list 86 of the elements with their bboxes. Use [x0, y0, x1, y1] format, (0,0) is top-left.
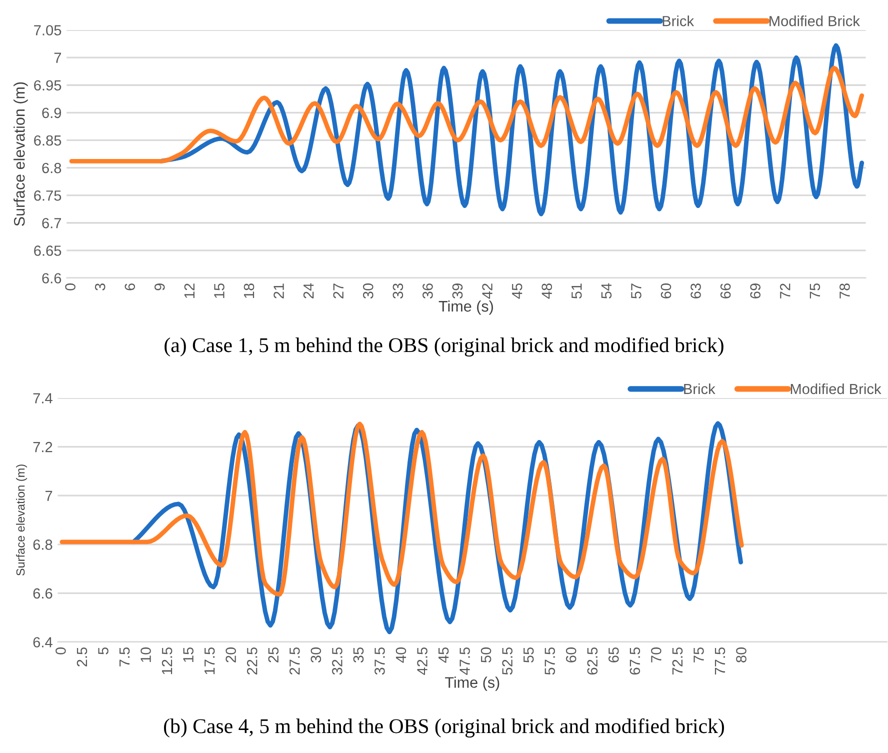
- x-tick-label: 15: [183, 647, 194, 662]
- x-tick-label: 5: [98, 647, 108, 654]
- x-tick-label: 42: [482, 284, 492, 299]
- x-tick-label: 42.5: [417, 647, 428, 675]
- y-tick-label: 6.6: [42, 273, 62, 284]
- x-tick-label: 65: [608, 647, 619, 662]
- x-tick-label: 54: [601, 283, 612, 298]
- x-tick-label: 0: [65, 283, 76, 290]
- x-tick-label: 72: [780, 284, 790, 298]
- x-tick-label: 12.5: [162, 647, 172, 674]
- x-tick-label: 30: [362, 283, 374, 299]
- x-tick-label: 80: [736, 647, 746, 662]
- x-axis-title: Time (s): [438, 300, 493, 315]
- y-tick-label: 6.75: [34, 190, 62, 201]
- y-tick-label: 7: [45, 490, 52, 501]
- x-tick-label: 57.5: [544, 647, 556, 675]
- x-tick-label: 25: [268, 647, 279, 662]
- x-tick-label: 39: [452, 284, 463, 299]
- x-tick-label: 67.5: [630, 647, 640, 674]
- x-tick-label: 75: [810, 283, 820, 298]
- x-tick-label: 0: [56, 647, 66, 654]
- x-tick-label: 45: [438, 647, 449, 663]
- y-tick-label: 6.95: [34, 80, 62, 91]
- x-tick-label: 27.5: [289, 647, 300, 675]
- y-axis-title: Surface elevation (m): [14, 82, 28, 226]
- x-tick-label: 7.5: [120, 647, 130, 666]
- x-axis-title: Time (s): [445, 676, 500, 691]
- x-tick-label: 24: [303, 283, 314, 298]
- x-tick-label: 3: [94, 284, 106, 290]
- y-tick-label: 6.9: [42, 108, 62, 118]
- x-tick-label: 50: [480, 647, 492, 662]
- x-tick-label: 77.5: [714, 647, 726, 674]
- y-tick-label: 7: [54, 52, 62, 63]
- y-tick-label: 6.65: [34, 246, 62, 256]
- y-tick-label: 6.85: [34, 135, 62, 146]
- y-tick-label: 7.4: [33, 393, 52, 404]
- x-tick-label: 37.5: [374, 647, 385, 675]
- x-tick-label: 15: [214, 283, 224, 298]
- text: (a) Case 1, 5 m behind the OBS (original brick and modified brick): [164, 337, 724, 356]
- x-tick-label: 36: [422, 284, 433, 299]
- x-tick-label: 57: [631, 284, 642, 298]
- x-tick-label: 32.5: [332, 647, 342, 675]
- x-tick-label: 18: [244, 283, 254, 298]
- x-tick-label: 75: [694, 647, 704, 662]
- x-tick-label: 52.5: [502, 647, 512, 675]
- x-tick-label: 47.5: [460, 647, 470, 675]
- x-tick-label: 33: [392, 284, 404, 299]
- x-tick-label: 62.5: [587, 647, 598, 674]
- text: (b) Case 4, 5 m behind the OBS (original brick and modified brick): [164, 718, 724, 738]
- legend-label: Modified Brick: [790, 383, 882, 394]
- x-tick-label: 78: [840, 283, 850, 298]
- y-tick-label: 6.7: [42, 218, 62, 228]
- x-tick-label: 27: [333, 284, 344, 298]
- x-tick-label: 72.5: [672, 647, 683, 674]
- x-tick-label: 69: [750, 284, 761, 298]
- x-tick-label: 6: [124, 284, 136, 290]
- x-tick-label: 30: [310, 647, 322, 663]
- x-tick-label: 20: [226, 647, 236, 662]
- x-tick-label: 12: [184, 284, 194, 298]
- y-tick-label: 7.05: [34, 25, 62, 36]
- x-tick-label: 2.5: [76, 647, 88, 666]
- x-tick-label: 55: [524, 647, 534, 662]
- y-tick-label: 6.8: [42, 162, 62, 174]
- x-tick-label: 48: [542, 283, 552, 299]
- x-tick-label: 63: [690, 284, 701, 298]
- x-tick-label: 21: [274, 284, 284, 298]
- y-tick-label: 6.6: [33, 588, 52, 599]
- y-tick-label: 7.2: [33, 442, 52, 452]
- legend-label: Brick: [684, 383, 716, 394]
- y-tick-label: 6.8: [33, 540, 52, 550]
- x-tick-label: 10: [140, 647, 151, 662]
- x-tick-label: 22.5: [246, 647, 258, 675]
- x-tick-label: 70: [651, 647, 662, 662]
- y-axis-title: Surface elevation (m): [16, 464, 28, 576]
- y-tick-label: 6.4: [33, 637, 52, 648]
- legend-label: Brick: [662, 16, 694, 26]
- x-tick-label: 60: [566, 647, 576, 662]
- x-tick-label: 66: [720, 284, 731, 298]
- x-tick-label: 45: [512, 283, 522, 299]
- x-tick-label: 9: [154, 284, 165, 290]
- x-tick-label: 51: [572, 284, 582, 298]
- x-tick-label: 40: [396, 647, 406, 663]
- x-tick-label: 60: [660, 283, 672, 298]
- x-tick-label: 35: [353, 647, 364, 663]
- legend-label: Modified Brick: [770, 16, 860, 26]
- x-tick-label: 17.5: [204, 647, 215, 674]
